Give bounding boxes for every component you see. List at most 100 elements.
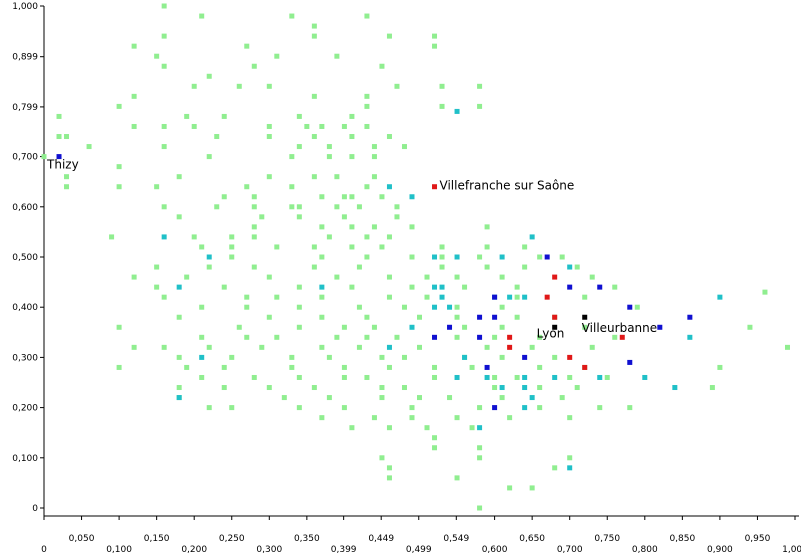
point-light-green bbox=[266, 134, 272, 140]
point-light-green bbox=[259, 214, 265, 220]
point-light-green bbox=[214, 204, 220, 210]
point-red bbox=[507, 344, 513, 350]
point-light-green bbox=[244, 334, 250, 340]
x-tick-label-lower: 0,700 bbox=[557, 545, 583, 555]
point-cyan bbox=[499, 254, 505, 260]
point-light-green bbox=[454, 274, 460, 280]
point-light-green bbox=[386, 234, 392, 240]
point-light-green bbox=[364, 254, 370, 260]
point-light-green bbox=[326, 144, 332, 150]
point-light-green bbox=[454, 475, 460, 481]
point-light-green bbox=[244, 294, 250, 300]
point-light-green bbox=[266, 385, 272, 391]
point-light-green bbox=[386, 33, 392, 39]
point-light-green bbox=[199, 13, 205, 19]
annotation-label: Villeurbanne bbox=[582, 321, 657, 335]
annotation-label: Lyon bbox=[537, 326, 565, 340]
point-light-green bbox=[747, 324, 753, 330]
x-tick-label-lower: 0,800 bbox=[632, 545, 658, 555]
point-cyan bbox=[386, 184, 392, 190]
point-light-green bbox=[522, 264, 528, 270]
point-light-green bbox=[484, 344, 490, 350]
point-cyan bbox=[439, 294, 445, 300]
point-light-green bbox=[409, 415, 415, 421]
point-blue bbox=[627, 359, 633, 365]
point-light-green bbox=[552, 465, 558, 471]
point-light-green bbox=[131, 344, 137, 350]
point-light-green bbox=[477, 455, 483, 461]
point-light-green bbox=[379, 395, 385, 401]
point-light-green bbox=[251, 374, 257, 380]
point-light-green bbox=[161, 63, 167, 69]
point-blue bbox=[567, 284, 573, 290]
point-red bbox=[552, 274, 558, 280]
point-light-green bbox=[529, 485, 535, 491]
point-light-green bbox=[379, 354, 385, 360]
point-light-green bbox=[184, 113, 190, 119]
y-tick-label: 0,300 bbox=[12, 353, 38, 363]
point-light-green bbox=[559, 395, 565, 401]
point-light-green bbox=[537, 254, 543, 260]
point-light-green bbox=[236, 83, 242, 89]
point-cyan bbox=[319, 284, 325, 290]
point-cyan bbox=[454, 374, 460, 380]
point-light-green bbox=[454, 415, 460, 421]
point-light-green bbox=[296, 284, 302, 290]
point-light-green bbox=[341, 324, 347, 330]
point-light-green bbox=[386, 475, 392, 481]
point-light-green bbox=[341, 194, 347, 200]
x-tick-label-upper: 0,650 bbox=[519, 534, 545, 544]
point-light-green bbox=[289, 364, 295, 370]
point-light-green bbox=[604, 374, 610, 380]
point-light-green bbox=[251, 63, 257, 69]
y-tick-label: 0,600 bbox=[12, 203, 38, 213]
x-tick-label-lower: 0,100 bbox=[106, 545, 132, 555]
point-cyan bbox=[522, 385, 528, 391]
point-light-green bbox=[477, 445, 483, 451]
point-light-green bbox=[334, 174, 340, 180]
point-light-green bbox=[236, 324, 242, 330]
point-light-green bbox=[131, 93, 137, 99]
point-light-green bbox=[454, 334, 460, 340]
point-light-green bbox=[356, 264, 362, 270]
point-light-green bbox=[154, 284, 160, 290]
point-light-green bbox=[266, 174, 272, 180]
point-black bbox=[582, 314, 588, 320]
point-light-green bbox=[311, 93, 317, 99]
point-blue bbox=[657, 324, 663, 330]
point-light-green bbox=[349, 284, 355, 290]
point-light-green bbox=[432, 435, 438, 441]
point-cyan bbox=[522, 405, 528, 411]
point-light-green bbox=[64, 174, 70, 180]
point-light-green bbox=[597, 405, 603, 411]
point-light-green bbox=[191, 123, 197, 129]
y-tick-label: 0,200 bbox=[12, 404, 38, 414]
point-light-green bbox=[364, 93, 370, 99]
point-light-green bbox=[311, 174, 317, 180]
point-light-green bbox=[296, 204, 302, 210]
point-light-green bbox=[311, 33, 317, 39]
point-light-green bbox=[64, 134, 70, 140]
point-light-green bbox=[492, 334, 498, 340]
point-light-green bbox=[289, 354, 295, 360]
x-tick-label-lower: 0,200 bbox=[181, 545, 207, 555]
point-light-green bbox=[439, 254, 445, 260]
point-light-green bbox=[349, 134, 355, 140]
point-light-green bbox=[326, 354, 332, 360]
data-points bbox=[41, 3, 790, 511]
point-light-green bbox=[131, 274, 137, 280]
point-light-green bbox=[364, 234, 370, 240]
point-light-green bbox=[371, 174, 377, 180]
point-light-green bbox=[371, 415, 377, 421]
x-tick-label-lower: 1,000 bbox=[782, 545, 801, 555]
point-cyan bbox=[499, 385, 505, 391]
point-light-green bbox=[116, 364, 122, 370]
point-light-green bbox=[469, 364, 475, 370]
point-blue bbox=[597, 284, 603, 290]
point-light-green bbox=[417, 395, 422, 401]
point-light-green bbox=[552, 354, 558, 360]
point-light-green bbox=[401, 354, 407, 360]
point-light-green bbox=[432, 33, 438, 39]
point-light-green bbox=[311, 264, 317, 270]
point-light-green bbox=[432, 364, 438, 370]
